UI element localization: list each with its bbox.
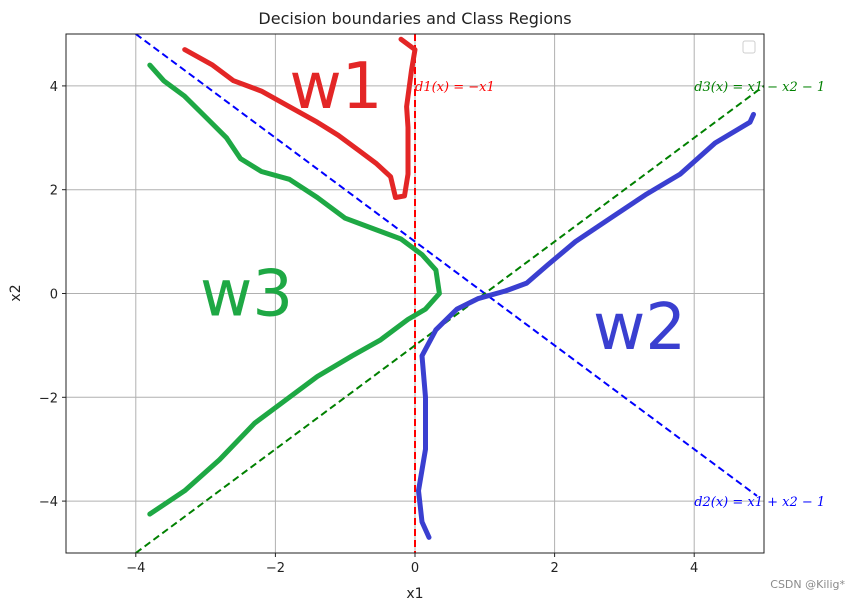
legend-box [742,40,756,54]
region-outlines [147,36,756,540]
y-tick-label: 2 [50,184,58,199]
x-tick-label: 4 [690,561,698,576]
region-label-w3: w3 [200,258,293,332]
region-outline-w2 [416,111,756,540]
x-tick-label: −4 [126,561,145,576]
y-axis-ticks: −4 −2 0 2 4 [39,80,66,510]
plot-frame [65,33,765,554]
watermark-text: CSDN @Kilig* [770,578,845,591]
boundary-line-d2 [135,34,758,497]
y-tick-label: 4 [50,80,58,95]
y-tick-label: 0 [50,288,58,303]
x-axis-label: x1 [406,586,423,601]
boundary-label-d2: d2(x) = x1 + x2 − 1 [694,495,825,510]
y-axis-label: x2 [8,284,24,301]
x-tick-label: 2 [550,561,558,576]
chart-title: Decision boundaries and Class Regions [258,9,571,28]
x-tick-label: 0 [411,561,419,576]
y-tick-label: −2 [39,391,58,406]
region-outline-w1 [182,36,418,200]
region-label-w1: w1 [289,50,382,124]
region-outline-w3 [147,62,442,517]
x-tick-label: −2 [266,561,285,576]
boundary-label-d3: d3(x) = x1 − x2 − 1 [694,80,825,95]
region-labels: w1 w2 w3 [200,50,686,365]
x-axis-ticks: −4 −2 0 2 4 [126,553,698,576]
boundary-labels: d1(x) = −x1 d2(x) = x1 + x2 − 1 d3(x) = x1… [415,80,825,510]
y-tick-label: −4 [39,495,58,510]
boundary-label-d1: d1(x) = −x1 [415,80,495,95]
region-label-w2: w2 [593,291,686,365]
